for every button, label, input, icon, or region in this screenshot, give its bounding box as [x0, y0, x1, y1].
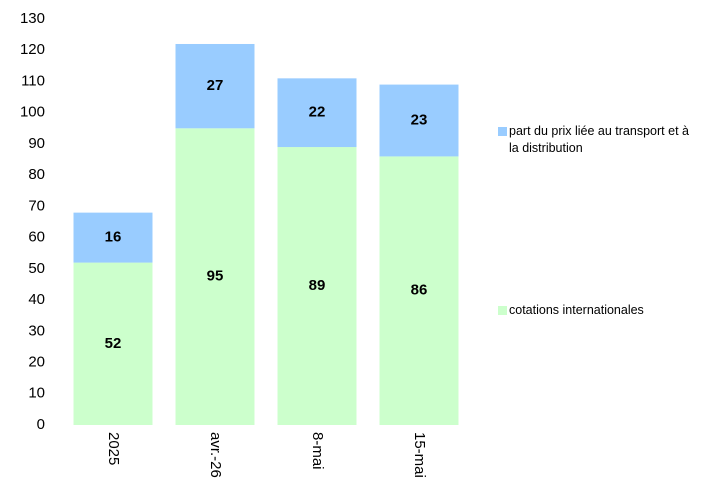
- x-tick-label: 8-mai: [309, 432, 326, 470]
- y-tick-label: 10: [28, 385, 45, 402]
- bar-segment: [379, 156, 459, 425]
- data-label: 86: [411, 282, 428, 299]
- bar-segment: [277, 147, 357, 426]
- y-tick-label: 100: [20, 104, 45, 121]
- bar-segment: [277, 78, 357, 148]
- legend-swatch: [498, 306, 507, 315]
- bar-segment: [73, 212, 153, 263]
- y-tick-label: 130: [20, 10, 45, 27]
- legend-label: cotations internationales: [509, 303, 644, 317]
- data-label: 22: [309, 104, 326, 121]
- data-label: 95: [207, 268, 224, 285]
- legend-label: part du prix liée au transport et à la d…: [509, 124, 689, 155]
- data-label: 23: [411, 111, 428, 128]
- y-tick-label: 50: [28, 260, 45, 277]
- y-tick-label: 40: [28, 291, 45, 308]
- y-tick-label: 110: [21, 72, 45, 89]
- bar-segment: [379, 84, 459, 157]
- y-tick-label: 60: [28, 229, 45, 246]
- x-tick-label: 15-mai: [411, 432, 428, 478]
- data-label: 52: [105, 335, 122, 352]
- data-label: 16: [105, 229, 122, 246]
- data-label: 89: [309, 277, 326, 294]
- bar-segment: [175, 128, 255, 426]
- y-tick-label: 30: [28, 322, 45, 339]
- x-tick-label: 2025: [105, 432, 122, 465]
- bar-segment: [175, 43, 255, 129]
- x-tick-label: avr.-26: [207, 432, 224, 478]
- y-tick-label: 120: [20, 41, 45, 58]
- y-tick-label: 70: [28, 197, 45, 214]
- y-tick-label: 90: [28, 135, 45, 152]
- data-label: 27: [207, 77, 224, 94]
- y-tick-label: 20: [28, 354, 45, 371]
- bar-segment: [73, 262, 153, 425]
- y-tick-label: 0: [37, 416, 45, 433]
- y-tick-label: 80: [28, 166, 45, 183]
- legend-swatch: [498, 127, 507, 136]
